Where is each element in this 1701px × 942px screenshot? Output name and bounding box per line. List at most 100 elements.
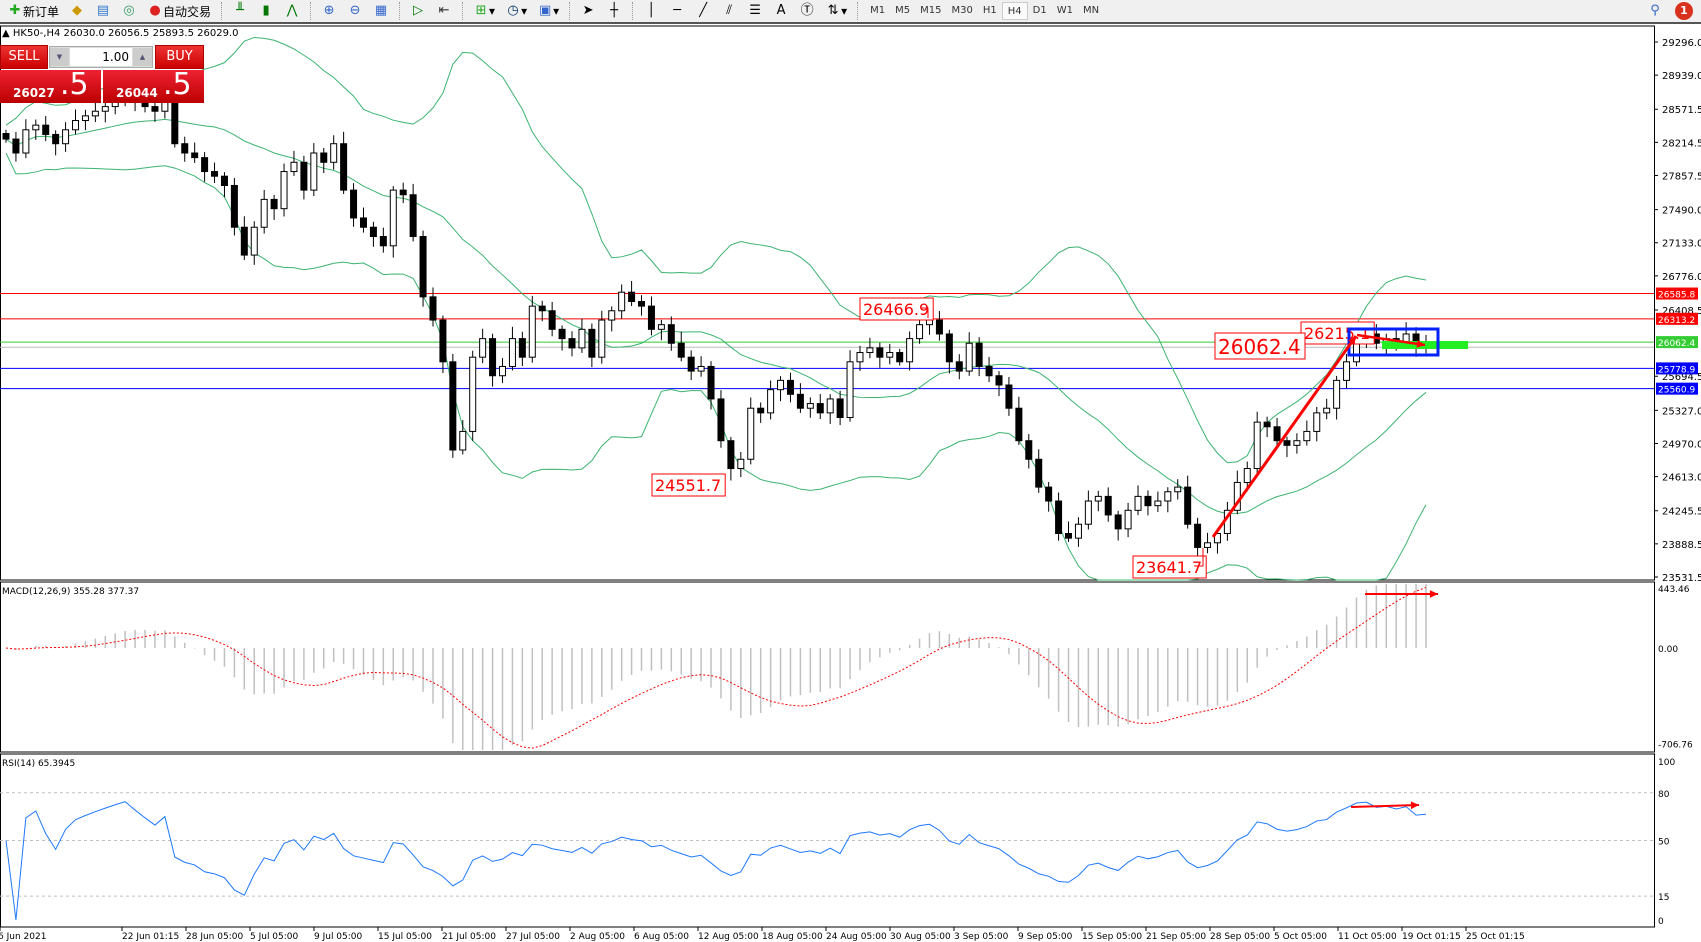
lot-decrease-button[interactable]: ▼ bbox=[50, 48, 69, 66]
annotation-high: 26466.9 bbox=[863, 300, 929, 319]
navigator-button[interactable]: ▤ bbox=[92, 1, 114, 21]
buy-button[interactable]: BUY bbox=[155, 45, 204, 69]
candle bbox=[389, 186, 397, 258]
timeframe-d1[interactable]: D1 bbox=[1032, 5, 1047, 16]
price-tick-label: 25327.0 bbox=[1662, 406, 1701, 417]
candle bbox=[330, 135, 338, 170]
candle bbox=[22, 119, 30, 159]
time-label: 19 Oct 01:15 bbox=[1402, 932, 1461, 942]
candle bbox=[995, 371, 1003, 397]
candle bbox=[965, 332, 973, 376]
zoom-out-button[interactable]: ⊖ bbox=[344, 1, 366, 21]
lot-size-value[interactable]: 1.00 bbox=[70, 48, 132, 66]
candle-body bbox=[201, 157, 209, 173]
lot-increase-button[interactable]: ▲ bbox=[133, 48, 152, 66]
fibonacci-button[interactable]: ☰ bbox=[744, 1, 766, 21]
search-icon[interactable]: ⚲ bbox=[1650, 3, 1660, 18]
bar-chart-button[interactable]: ╨ bbox=[229, 1, 251, 21]
text-button[interactable]: A bbox=[770, 1, 792, 21]
candle-body bbox=[151, 106, 159, 112]
zoom-in-button[interactable]: ⊕ bbox=[318, 1, 340, 21]
trendline-icon: ╱ bbox=[699, 3, 708, 18]
candlestick-button[interactable]: ▮ bbox=[255, 1, 277, 21]
rsi-arrow bbox=[1350, 804, 1420, 808]
candle-body bbox=[459, 430, 467, 451]
sell-price-button[interactable]: 26027.5 bbox=[0, 67, 101, 103]
line-chart-button[interactable]: ⋀ bbox=[281, 1, 303, 21]
chart-shift-button[interactable]: ⇤ bbox=[433, 1, 455, 21]
candle-body bbox=[419, 236, 427, 298]
toolbar-separator bbox=[399, 2, 401, 20]
sell-button[interactable]: SELL bbox=[0, 45, 48, 69]
arrows-icon: ⇅ bbox=[827, 3, 839, 18]
candle bbox=[191, 142, 199, 163]
auto-scroll-icon: ▷ bbox=[413, 3, 424, 18]
candle bbox=[876, 342, 884, 368]
candle bbox=[747, 397, 755, 465]
crosshair-button[interactable]: ┼ bbox=[603, 1, 625, 21]
line-chart-icon: ⋀ bbox=[286, 3, 298, 18]
toolbar-separator bbox=[310, 2, 312, 20]
timeframe-m5[interactable]: M5 bbox=[895, 5, 911, 16]
candle bbox=[826, 394, 834, 424]
timeframe-w1[interactable]: W1 bbox=[1056, 5, 1073, 16]
level-price-label: 25560.9 bbox=[1658, 386, 1695, 396]
candle bbox=[618, 284, 626, 319]
candle-body bbox=[647, 305, 655, 330]
candle bbox=[1035, 449, 1043, 493]
arrows-button[interactable]: ⇅ ▾ bbox=[822, 1, 850, 21]
timeframe-m15[interactable]: M15 bbox=[920, 5, 942, 16]
candle bbox=[1204, 532, 1212, 554]
price-tick-label: 24970.0 bbox=[1662, 439, 1701, 450]
equidistant-channel-button[interactable]: ⫽ bbox=[718, 1, 740, 21]
price-tick-label: 24245.5 bbox=[1662, 507, 1701, 518]
templates-button[interactable]: ▣ ▾ bbox=[538, 3, 560, 18]
candle bbox=[777, 376, 785, 402]
signals-button[interactable]: ◎ bbox=[118, 1, 140, 21]
candle bbox=[1313, 406, 1321, 442]
price-tick-label: 25694.5 bbox=[1662, 372, 1701, 383]
candle-body bbox=[1283, 440, 1291, 446]
candle bbox=[359, 207, 367, 233]
candle-body bbox=[1094, 495, 1102, 502]
text-label-button[interactable]: Ⓣ bbox=[796, 1, 818, 21]
timeframe-h1[interactable]: H1 bbox=[982, 5, 997, 16]
timeframe-h4[interactable]: H4 bbox=[1001, 2, 1028, 20]
auto-scroll-button[interactable]: ▷ bbox=[407, 1, 429, 21]
buy-price-button[interactable]: 26044.5 bbox=[103, 67, 204, 103]
timeframe-m30[interactable]: M30 bbox=[951, 5, 973, 16]
candle-body bbox=[777, 379, 785, 391]
horizontal-line-button[interactable]: ─ bbox=[666, 1, 688, 21]
periods-button[interactable]: ◷ ▾ bbox=[502, 1, 530, 21]
vertical-line-button[interactable]: │ bbox=[640, 1, 662, 21]
candle-body bbox=[300, 161, 308, 191]
timeframe-m1[interactable]: M1 bbox=[870, 5, 886, 16]
candle bbox=[737, 452, 745, 478]
tile-windows-button[interactable]: ▦ bbox=[370, 1, 392, 21]
candle-body bbox=[727, 440, 735, 470]
candle bbox=[608, 306, 616, 332]
candle-body bbox=[62, 129, 70, 145]
timeframe-mn[interactable]: MN bbox=[1082, 5, 1100, 16]
candle-body bbox=[489, 338, 497, 377]
candle-body bbox=[548, 310, 556, 330]
rsi-tick-label: 100 bbox=[1658, 758, 1675, 768]
trendline-button[interactable]: ╱ bbox=[692, 1, 714, 21]
candle bbox=[866, 337, 874, 359]
auto-trading-button[interactable]: ● 自动交易 bbox=[144, 1, 214, 21]
zoom-in-icon: ⊕ bbox=[323, 3, 335, 18]
candle-body bbox=[310, 152, 318, 191]
market-watch-button[interactable]: ◆ bbox=[66, 1, 88, 21]
notification-badge[interactable]: 1 bbox=[1675, 2, 1693, 20]
cursor-button[interactable]: ➤ bbox=[577, 1, 599, 21]
new-order-button[interactable]: ✚ 新订单 bbox=[4, 1, 62, 21]
candle-body bbox=[1213, 533, 1221, 544]
lot-size-field[interactable]: ▼ 1.00 ▲ bbox=[49, 46, 153, 68]
annotation-low: 23641.7 bbox=[1136, 558, 1202, 577]
candle bbox=[459, 420, 467, 455]
indicators-button[interactable]: ⊞ ▾ bbox=[470, 1, 498, 21]
candle-body bbox=[91, 110, 99, 117]
candle bbox=[657, 319, 665, 341]
time-label: 15 Jul 05:00 bbox=[378, 932, 432, 942]
